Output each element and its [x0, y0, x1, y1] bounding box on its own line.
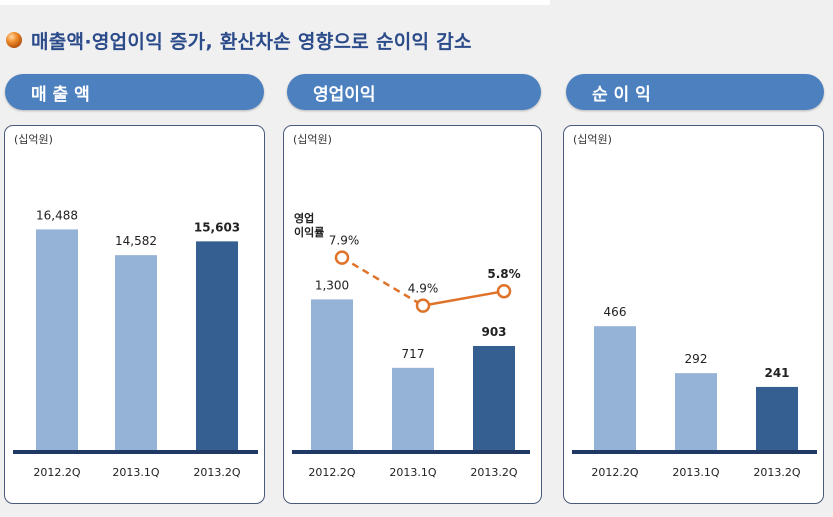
data-label: 717	[402, 347, 425, 361]
tab-operating-profit: 영업이익	[287, 74, 541, 110]
bar	[36, 229, 78, 452]
category-label: 2012.2Q	[308, 466, 355, 479]
data-label: 14,582	[115, 234, 157, 248]
category-label: 2012.2Q	[33, 466, 80, 479]
category-label: 2013.2Q	[470, 466, 517, 479]
tab-revenue: 매 출 액	[5, 74, 264, 110]
margin-label: 7.9%	[329, 234, 360, 248]
data-label: 1,300	[315, 278, 349, 292]
category-label: 2013.1Q	[672, 466, 719, 479]
margin-point	[496, 283, 512, 299]
bar	[311, 299, 353, 452]
top-divider	[0, 0, 550, 5]
data-label: 241	[764, 366, 789, 380]
operating-profit-chart: (십억원) 1,300 2012.2Q 717 2013.1Q 903 2013.2Q 7.9…	[292, 133, 530, 479]
category-label: 2013.1Q	[389, 466, 436, 479]
bar	[392, 367, 434, 452]
bar	[675, 373, 717, 452]
unit-label: (십억원)	[14, 133, 53, 146]
bar	[756, 386, 798, 452]
bar	[594, 326, 636, 452]
category-label: 2013.2Q	[753, 466, 800, 479]
data-label: 16,488	[36, 208, 78, 222]
bar	[196, 241, 238, 452]
tab-net-income: 순 이 익	[566, 74, 824, 110]
data-label: 466	[604, 305, 627, 319]
page-title: 매출액·영업이익 증가, 환산차손 영향으로 순이익 감소	[31, 30, 472, 53]
orange-bullet-icon	[6, 32, 22, 48]
line-series-label: 영업 이익률	[294, 212, 324, 239]
category-label: 2012.2Q	[591, 466, 638, 479]
data-label: 903	[481, 325, 506, 339]
title-row: 매출액·영업이익 증가, 환산차손 영향으로 순이익 감소	[6, 26, 472, 54]
net-income-chart: (십억원) 466 2012.2Q 292 2013.1Q 241 2013.2Q	[572, 133, 817, 479]
bar	[115, 255, 157, 452]
margin-label: 4.9%	[408, 282, 439, 296]
panel-operating-profit: (십억원) 1,300 2012.2Q 717 2013.1Q 903 2013.2Q 7.9…	[283, 125, 542, 504]
panel-net-income: (십억원) 466 2012.2Q 292 2013.1Q 241 2013.2Q	[563, 125, 824, 504]
unit-label: (십억원)	[573, 133, 612, 146]
margin-line-dashed	[341, 256, 424, 307]
category-label: 2013.1Q	[112, 466, 159, 479]
margin-point	[415, 298, 431, 313]
bar	[473, 345, 515, 452]
margin-label: 5.8%	[487, 267, 520, 281]
category-label: 2013.2Q	[193, 466, 240, 479]
panel-revenue: (십억원) 16,488 2012.2Q 14,582 2013.1Q 15,603 201…	[4, 125, 265, 504]
unit-label: (십억원)	[293, 133, 332, 146]
revenue-chart: (십억원) 16,488 2012.2Q 14,582 2013.1Q 15,603 201…	[13, 133, 258, 479]
data-label: 292	[685, 352, 708, 366]
margin-line-solid	[422, 289, 505, 307]
margin-point	[334, 250, 350, 265]
data-label: 15,603	[194, 220, 240, 234]
